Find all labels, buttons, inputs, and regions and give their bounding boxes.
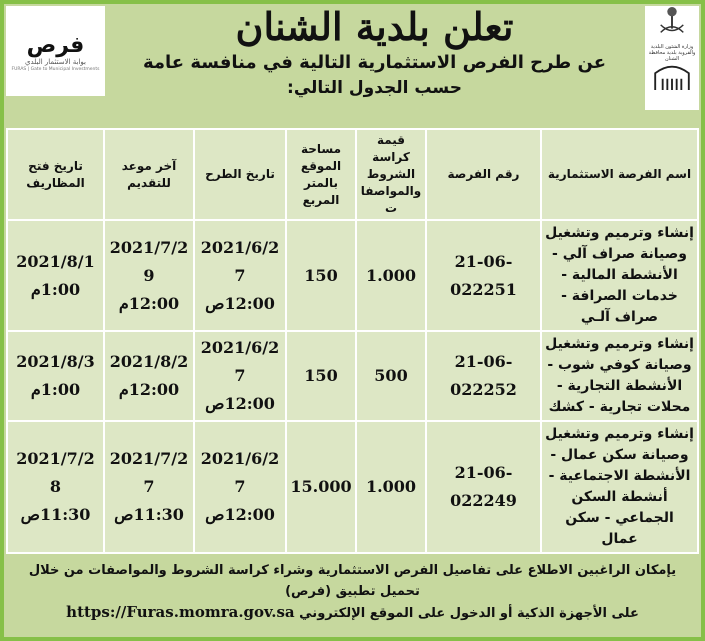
footer-line-2: على الأجهزة الذكية أو الدخول على الموقع …: [8, 602, 697, 624]
ministry-text: وزارة الشئون البلدية والقروية بلدية محاف…: [648, 44, 696, 62]
cell-opening: 2021/8/3 1:00م: [6, 330, 105, 422]
header: تعلن بلدية الشنان عن طرح الفرص الاستثمار…: [112, 4, 637, 100]
col-header-posted: تاريخ الطرح: [193, 128, 287, 221]
cell-fee: 500: [355, 330, 427, 422]
cell-opening: 2021/8/1 1:00م: [6, 219, 105, 332]
date: 2021/6/27: [200, 449, 280, 496]
col-header-name: اسم الفرصة الاستثمارية: [540, 128, 699, 221]
date: 2021/8/1: [16, 251, 95, 271]
table-header-row: اسم الفرصة الاستثمارية رقم الفرصة قيمة ك…: [6, 128, 699, 221]
time: 12:00م: [118, 293, 180, 313]
time: 12:00ص: [205, 394, 275, 413]
table-row: إنشاء وترميم وتشغيل وصيانة كوفي شوب - ال…: [6, 330, 699, 422]
furas-logo-text: فرص: [26, 33, 85, 58]
cell-posted: 2021/6/27 12:00ص: [193, 420, 287, 554]
footer-note: يإمكان الراغبين الاطلاع على تفاصيل الفرص…: [4, 554, 701, 628]
date: 2021/7/29: [109, 237, 189, 285]
opportunities-table: اسم الفرصة الاستثمارية رقم الفرصة قيمة ك…: [6, 128, 699, 554]
cell-fee: 1.000: [355, 219, 427, 332]
time: 11:30ص: [20, 505, 91, 524]
col-header-opening: تاريخ فتح المظاريف: [6, 128, 105, 221]
cell-posted: 2021/6/27 12:00ص: [193, 330, 287, 422]
date: 2021/6/27: [200, 338, 280, 385]
cell-area: 150: [285, 330, 357, 422]
date: 2021/8/3: [16, 352, 95, 371]
col-header-area: مساحة الموقع بالمتر المربع: [285, 128, 357, 221]
time: 11:30ص: [114, 505, 184, 524]
page-title: تعلن بلدية الشنان: [235, 4, 514, 49]
cell-name: إنشاء وترميم وتشغيل وصيانة صراف آلي - ال…: [540, 219, 699, 332]
time: 12:00ص: [205, 505, 275, 524]
municipality-building-icon: [654, 65, 690, 90]
footer-line-1: يإمكان الراغبين الاطلاع على تفاصيل الفرص…: [28, 563, 677, 599]
furas-logo-subtitle: بوابة الاستثمار البلدي: [25, 58, 86, 66]
date: 2021/7/28: [16, 449, 95, 496]
website-link[interactable]: https://Furas.momra.gov.sa: [66, 603, 295, 621]
cell-number: 21-06-022252: [425, 330, 542, 422]
date: 2021/7/27: [109, 449, 189, 496]
subtitle: عن طرح الفرص الاستثمارية التالية في مناف…: [142, 52, 607, 73]
cell-deadline: 2021/8/2 12:00م: [103, 330, 195, 422]
cell-area: 15.000: [285, 420, 357, 554]
cell-opening: 2021/7/28 11:30ص: [6, 420, 105, 554]
ministry-logo: وزارة الشئون البلدية والقروية بلدية محاف…: [645, 6, 699, 110]
furas-logo-english: FURAS | Gate to Municipal Investments: [11, 67, 100, 72]
cell-deadline: 2021/7/29 12:00م: [103, 219, 195, 332]
cell-area: 150: [285, 219, 357, 332]
col-header-deadline: آخر موعد للتقديم: [103, 128, 195, 221]
col-header-fee: قيمة كراسة الشروط والمواصفات: [355, 128, 427, 221]
time: 1:00م: [30, 279, 81, 299]
cell-posted: 2021/6/27 12:00ص: [193, 219, 287, 332]
header-area: فرص بوابة الاستثمار البلدي FURAS | Gate …: [4, 4, 701, 128]
time: 12:00ص: [205, 293, 275, 313]
palm-swords-icon: [660, 6, 684, 33]
table-container: اسم الفرصة الاستثمارية رقم الفرصة قيمة ك…: [4, 128, 701, 554]
time: 12:00م: [118, 380, 180, 399]
table-row: إنشاء وترميم وتشغيل وصيانة صراف آلي - ال…: [6, 219, 699, 332]
table-row: إنشاء وترميم وتشغيل وصيانة سكن عمال - ال…: [6, 420, 699, 554]
subtitle-2: حسب الجدول التالي:: [287, 78, 462, 98]
cell-deadline: 2021/7/27 11:30ص: [103, 420, 195, 554]
cell-name: إنشاء وترميم وتشغيل وصيانة كوفي شوب - ال…: [540, 330, 699, 422]
cell-name: إنشاء وترميم وتشغيل وصيانة سكن عمال - ال…: [540, 420, 699, 554]
cell-number: 21-06-022251: [425, 219, 542, 332]
cell-fee: 1.000: [355, 420, 427, 554]
cell-number: 21-06-022249: [425, 420, 542, 554]
col-header-number: رقم الفرصة: [425, 128, 542, 221]
date: 2021/8/2: [109, 352, 189, 371]
time: 1:00م: [30, 380, 81, 399]
footer-line-2-text: على الأجهزة الذكية أو الدخول على الموقع …: [299, 606, 639, 621]
furas-logo: فرص بوابة الاستثمار البلدي FURAS | Gate …: [6, 6, 105, 96]
date: 2021/6/27: [200, 237, 280, 285]
